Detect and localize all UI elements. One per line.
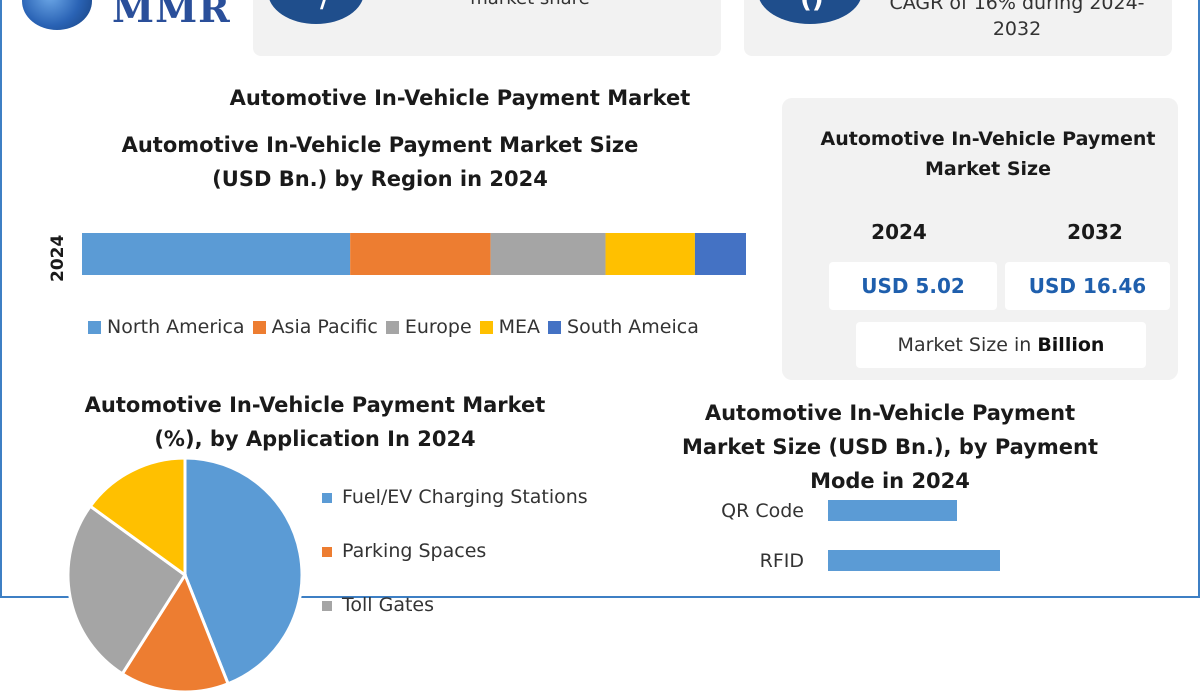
- region-legend: North America Asia Pacific Europe MEA So…: [88, 314, 707, 340]
- bar-segment-asia-pacific: [350, 233, 491, 275]
- legend-swatch: [385, 320, 399, 334]
- market-share-text: market share: [430, 0, 630, 9]
- legend-label: North America: [107, 316, 245, 338]
- pie-legend-item: Parking Spaces: [322, 538, 602, 564]
- market-size-title: Automotive In-Vehicle Payment Market Siz…: [820, 128, 1156, 180]
- unit-note: Market Size in Billion: [856, 322, 1146, 368]
- legend-swatch: [322, 493, 332, 503]
- payment-chart-title: Automotive In-Vehicle Payment Market Siz…: [681, 401, 1099, 493]
- year-2032-label: 2032: [1067, 220, 1123, 244]
- value-2024: USD 5.02: [829, 262, 997, 310]
- payment-mode-bar-chart: QR Code RFID: [721, 500, 1000, 572]
- legend-item-north-america: North America: [88, 316, 245, 338]
- bar-segment-europe: [490, 233, 606, 275]
- application-chart-title: Automotive In-Vehicle Payment Market (%)…: [84, 393, 546, 451]
- legend-swatch: [479, 320, 493, 334]
- pie-legend-item: Toll Gates: [322, 592, 602, 614]
- pie-slice-others: [88, 456, 187, 578]
- region-stacked-bar: [82, 233, 746, 275]
- unit-prefix: Market Size in: [897, 334, 1032, 356]
- value-2032: USD 16.46: [1005, 262, 1170, 310]
- page-frame: [0, 0, 1200, 598]
- region-chart-title: Automotive In-Vehicle Payment Market Siz…: [121, 133, 639, 191]
- legend-label: Parking Spaces: [342, 540, 487, 562]
- category-label: QR Code: [721, 500, 804, 522]
- logo-text: MMR: [112, 0, 231, 31]
- legend-swatch: [88, 320, 101, 334]
- category-label: RFID: [760, 550, 804, 572]
- legend-swatch: [252, 320, 266, 334]
- logo: MMR: [0, 0, 250, 40]
- region-chart-year-label: 2024: [48, 234, 68, 282]
- bar-segment-north-america: [82, 233, 351, 275]
- pie-legend-item: Fuel/EV Charging Stations: [322, 484, 602, 510]
- bar-rfid: [828, 550, 1000, 571]
- year-2024-label: 2024: [871, 220, 927, 244]
- legend-label: Asia Pacific: [271, 316, 378, 338]
- legend-item-europe: Europe: [385, 316, 472, 338]
- legend-label: Toll Gates: [342, 594, 435, 614]
- unit-bold: Billion: [1037, 334, 1105, 356]
- legend-swatch: [322, 547, 332, 557]
- legend-label: Fuel/EV Charging Stations: [342, 486, 588, 508]
- bar-qr-code: [828, 500, 957, 521]
- cagr-text: CAGR of 16% during 2024-2032: [889, 0, 1145, 40]
- bar-segment-south-ameica: [694, 233, 746, 275]
- legend-label: MEA: [498, 316, 541, 338]
- legend-label: Europe: [404, 316, 472, 338]
- legend-swatch: [548, 320, 562, 334]
- application-pie-chart: [66, 456, 304, 694]
- legend-item-asia-pacific: Asia Pacific: [252, 316, 378, 338]
- legend-swatch: [322, 601, 332, 611]
- application-legend: Fuel/EV Charging Stations Parking Spaces…: [322, 484, 602, 614]
- legend-item-south-america: South Ameica: [548, 316, 699, 338]
- globe-icon: [22, 0, 92, 30]
- legend-item-mea: MEA: [479, 316, 541, 338]
- main-title: Automotive In-Vehicle Payment Market: [229, 86, 691, 110]
- legend-label: South Ameica: [567, 316, 699, 338]
- bar-segment-mea: [605, 233, 695, 275]
